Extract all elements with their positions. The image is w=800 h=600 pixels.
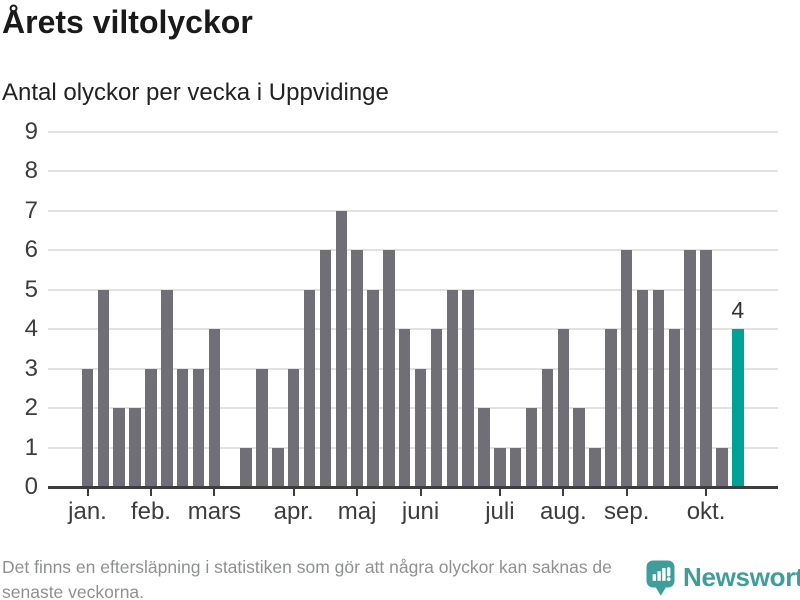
bar [478,408,490,487]
bar [573,408,585,487]
bar [557,329,570,487]
x-axis-tick [86,488,89,496]
x-axis-tick [292,488,295,496]
x-axis-label: sep. [604,498,650,525]
bar [287,368,300,487]
newsworthy-logo: Newsworthy [646,560,800,597]
bar [272,447,284,487]
x-axis-tick [498,488,501,496]
bar [541,368,554,487]
gridline [48,407,778,410]
y-axis-label: 3 [24,354,38,382]
newsworthy-logo-text: Newsworthy [683,562,800,592]
bar [351,250,363,487]
x-axis-label: jan. [68,498,107,525]
bar [525,408,538,487]
bar [256,368,268,487]
gridline [48,367,778,370]
x-axis-label: mars [187,498,242,525]
y-axis-label: 2 [24,394,38,422]
gridline [48,249,778,252]
y-axis-label: 5 [24,275,38,303]
y-axis-label: 1 [24,433,38,461]
bar [113,408,125,487]
bar [208,329,221,487]
chart-title: Årets viltolyckor [2,4,253,40]
bar [240,447,252,487]
x-axis-tick [625,488,628,496]
newsworthy-logo-icon [646,560,675,596]
bar [161,289,173,487]
x-axis-label: juni [401,498,440,525]
y-axis-label: 4 [24,315,38,343]
bar [716,447,728,487]
bar [494,447,506,487]
gridline [48,446,778,449]
bar [398,329,411,487]
bar [176,368,189,487]
x-axis-label: juli [485,498,515,525]
bar [81,368,94,487]
footnote: Det finns en eftersläpning i statistiken… [2,557,612,600]
x-axis-label: okt. [686,498,726,525]
x-axis-tick [213,488,216,496]
gridline [48,170,778,173]
gridline [48,209,778,212]
x-axis-label: feb. [130,498,171,525]
bar [509,447,522,487]
gridline [48,288,778,291]
gridline [48,328,778,331]
y-axis-label: 6 [24,236,38,264]
bar [414,368,427,487]
bar [145,368,157,487]
bar [620,250,633,487]
bar [605,329,617,487]
bar-value-label: 4 [731,297,745,324]
bar [303,289,316,487]
bar [430,329,443,487]
bar [684,250,696,487]
bar [668,329,681,487]
x-axis-tick [149,488,152,496]
bar [97,289,110,487]
bar [319,250,332,487]
y-axis-label: 0 [24,473,38,500]
highlighted-bar [732,329,744,487]
bar [652,289,665,487]
bar [129,408,141,487]
bar [192,368,205,487]
x-axis-tick [705,488,708,496]
y-axis-label: 7 [24,196,38,224]
bar [367,289,379,487]
bar [589,447,601,487]
y-axis-label: 8 [24,157,38,185]
bar [700,250,712,487]
chart-subtitle: Antal olyckor per vecka i Uppvidinge [2,79,389,106]
x-axis-tick [419,488,422,496]
bar [446,289,459,487]
x-axis-label: maj [337,498,377,525]
bar [636,289,649,487]
y-axis-label: 9 [24,118,38,145]
x-axis-tick [562,488,565,496]
x-axis-line [48,485,778,489]
bar [335,210,347,487]
bar [383,250,395,487]
x-axis-label: aug. [539,498,587,525]
x-axis-tick [356,488,359,496]
gridline [48,131,778,133]
x-axis-label: apr. [273,498,314,525]
bar [462,289,474,487]
